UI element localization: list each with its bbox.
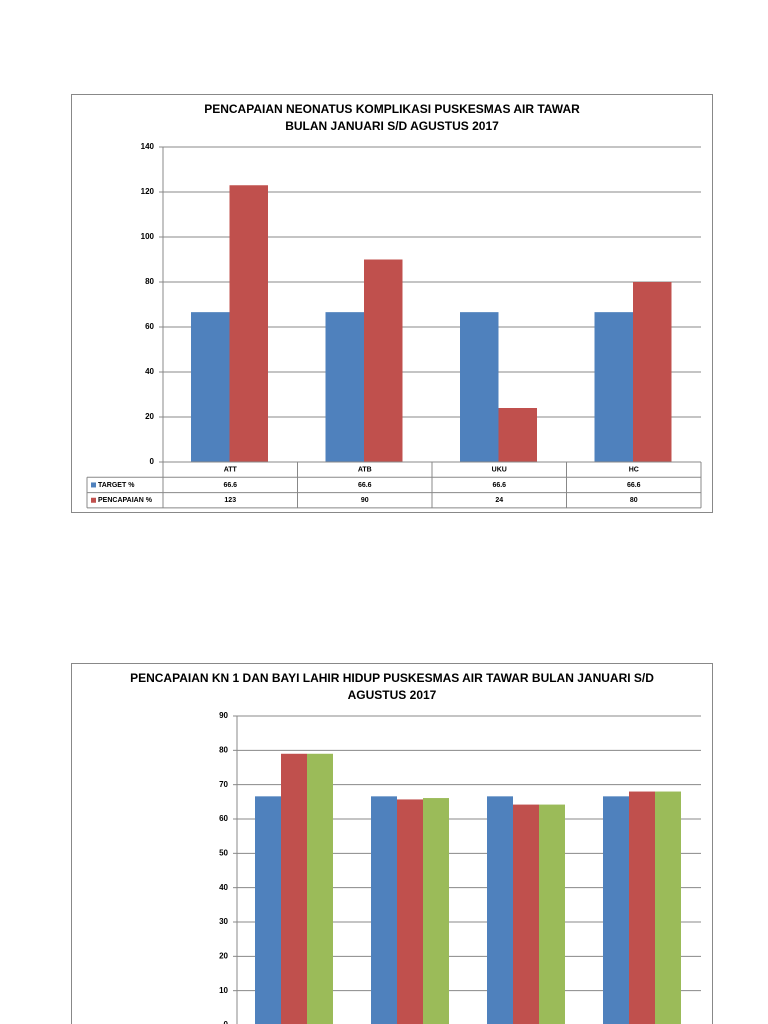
bar (539, 804, 565, 1024)
bar (498, 408, 537, 462)
y-tick-label: 100 (141, 232, 155, 241)
y-tick-label: 120 (141, 187, 155, 196)
table-value: 66.6 (627, 482, 641, 489)
y-tick-label: 10 (219, 986, 228, 995)
bar (460, 312, 499, 462)
category-label: ATB (358, 466, 372, 473)
y-tick-label: 20 (219, 951, 228, 960)
bar (307, 753, 333, 1024)
bar (364, 259, 403, 462)
table-value: 66.6 (492, 482, 506, 489)
y-tick-label: 40 (145, 367, 154, 376)
table-value: 24 (495, 497, 503, 504)
table-value: 80 (630, 497, 638, 504)
y-tick-label: 80 (145, 277, 154, 286)
y-tick-label: 50 (219, 848, 228, 857)
table-value: 123 (224, 497, 236, 504)
bar (423, 798, 449, 1024)
bar (191, 312, 230, 462)
bar (281, 753, 307, 1024)
y-tick-label: 0 (150, 457, 155, 466)
bar (397, 799, 423, 1024)
y-tick-label: 60 (145, 322, 154, 331)
legend-swatch (91, 482, 96, 488)
category-label: UKU (492, 466, 507, 473)
bar (371, 796, 397, 1024)
table-value: 66.6 (358, 482, 372, 489)
category-label: ATT (224, 466, 238, 473)
legend-label: TARGET % (98, 482, 135, 489)
y-tick-label: 30 (219, 917, 228, 926)
bar (255, 796, 281, 1024)
y-tick-label: 80 (219, 745, 228, 754)
y-tick-label: 40 (219, 883, 228, 892)
y-tick-label: 70 (219, 780, 228, 789)
table-value: 66.6 (223, 482, 237, 489)
bar (513, 804, 539, 1024)
y-tick-label: 140 (141, 142, 155, 151)
bar (229, 185, 268, 462)
table-value: 90 (361, 497, 369, 504)
legend-label: PENCAPAIAN % (98, 497, 153, 504)
chart-title: AGUSTUS 2017 (348, 688, 437, 702)
y-tick-label: 20 (145, 412, 154, 421)
y-tick-label: 0 (224, 1020, 229, 1024)
y-tick-label: 90 (219, 711, 228, 720)
bar (603, 796, 629, 1024)
y-tick-label: 60 (219, 814, 228, 823)
bar (655, 791, 681, 1024)
bar (629, 791, 655, 1024)
bar (633, 282, 672, 462)
category-label: HC (629, 466, 639, 473)
legend-swatch (91, 497, 96, 503)
bar (594, 312, 633, 462)
bar (325, 312, 364, 462)
chart-title: PENCAPAIAN KN 1 DAN BAYI LAHIR HIDUP PUS… (130, 671, 654, 685)
bar (487, 796, 513, 1024)
chart-title: BULAN JANUARI S/D AGUSTUS 2017 (285, 119, 499, 133)
chart-title: PENCAPAIAN NEONATUS KOMPLIKASI PUSKESMAS… (204, 102, 580, 116)
